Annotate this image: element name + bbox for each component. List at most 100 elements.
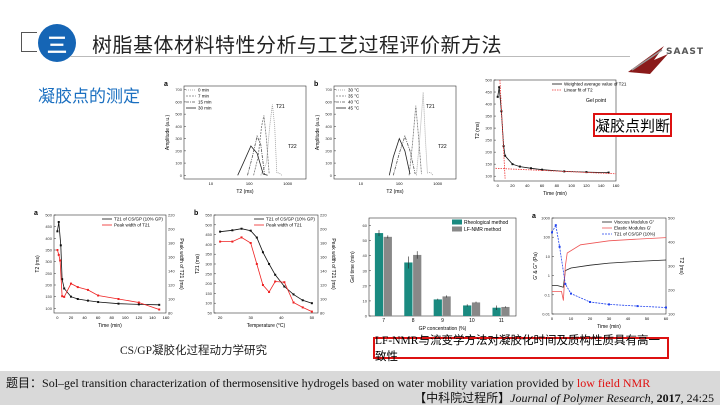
y-axis-label: T2 (ms): [35, 255, 41, 273]
y2-tick-label: 80: [320, 311, 325, 316]
x-tick-label: 60: [540, 183, 545, 188]
y2-tick-label: 500: [668, 216, 675, 221]
x-tick-label: 7: [382, 318, 385, 324]
y2-axis-label: Peak width of T21 (ms): [178, 238, 184, 290]
legend-entry: Weighted average value of T21: [564, 82, 627, 87]
data-point: [310, 302, 313, 305]
annotation: Gel point: [586, 98, 607, 104]
y-tick-label: 450: [205, 232, 212, 237]
chart-t2-distribution-time: a 0 100 200 300 400 500 600 700 Amplitude (a.u.) T…: [164, 81, 307, 195]
y-tick-label: 400: [45, 236, 52, 241]
y-tick-label: 100: [45, 306, 52, 311]
data-point: [249, 229, 252, 232]
x-tick-label: 80: [109, 315, 114, 320]
x-tick-label: 160: [613, 183, 620, 188]
data-point: [219, 240, 222, 243]
x-tick-label: 9: [441, 318, 444, 324]
x-tick-label: 60: [96, 315, 101, 320]
data-point: [554, 224, 557, 227]
series-line: [220, 228, 313, 304]
y-axis-label: T21 (ms): [195, 254, 201, 274]
data-point: [511, 163, 514, 166]
y-tick-label: 150: [205, 291, 212, 296]
x-axis-label: Temperature (°C): [247, 323, 286, 329]
data-point: [69, 282, 72, 285]
y-tick-label: 400: [175, 124, 182, 129]
x-tick-label: 0: [497, 183, 500, 188]
data-point: [607, 171, 610, 174]
series-line: [57, 221, 160, 306]
x-tick-label: 11: [499, 318, 504, 324]
publication-year: 2017: [656, 391, 681, 405]
x-tick-label: 80: [555, 183, 560, 188]
data-point: [504, 154, 507, 157]
y-tick-label: 700: [325, 87, 332, 92]
y2-tick-label: 100: [320, 297, 327, 302]
data-point: [665, 306, 667, 309]
data-point: [551, 231, 553, 234]
y-tick-label: 100: [175, 161, 182, 166]
y-tick-label: 100: [205, 301, 212, 306]
legend-entry: T21 of CS/GP (10% GP): [114, 217, 163, 222]
y2-tick-label: 300: [668, 264, 675, 269]
legend-entry: 30 min: [198, 106, 212, 111]
y-tick-label: 450: [485, 90, 492, 95]
legend-entry: 15 min: [198, 100, 212, 105]
y2-tick-label: 200: [168, 227, 175, 232]
y-tick-label: 150: [485, 162, 492, 167]
y2-tick-label: 100: [668, 312, 675, 317]
legend-entry: 0 min: [198, 88, 210, 93]
data-point: [518, 165, 521, 168]
legend-entry: 35 °C: [348, 94, 360, 99]
y-tick-label: 10: [546, 254, 551, 259]
bar: [433, 299, 442, 316]
y-tick-label: 550: [205, 213, 212, 218]
x-tick-label: 10: [569, 316, 574, 321]
y2-tick-label: 200: [668, 288, 675, 293]
data-point: [240, 236, 243, 239]
y2-tick-label: 160: [320, 255, 327, 260]
section-title: 凝胶点的测定: [38, 87, 140, 107]
data-point: [283, 285, 286, 288]
y2-tick-label: 220: [320, 213, 327, 218]
x-tick-label: 1000: [283, 181, 293, 186]
x-tick-label: 160: [163, 315, 170, 320]
bar: [374, 233, 384, 316]
legend-entry: T21 of CS/GP (10% GP): [266, 217, 315, 222]
y-axis-label: G' & G'' (Pa): [533, 252, 539, 280]
x-tick-label: 20: [218, 315, 223, 320]
x-tick-label: 30: [607, 316, 612, 321]
y-tick-label: 250: [485, 138, 492, 143]
footer-citation: 题目：Sol–gel transition characterization o…: [0, 371, 720, 405]
y2-tick-label: 400: [668, 240, 675, 245]
panel-label: a: [34, 210, 38, 217]
y-tick-label: 10: [363, 298, 368, 303]
y2-tick-label: 180: [168, 241, 175, 246]
legend-entry: Viscous Modulus G": [614, 220, 655, 225]
data-point: [158, 303, 161, 306]
x-tick-label: 50: [310, 315, 315, 320]
x-tick-label: 100: [396, 181, 403, 186]
x-tick-label: 140: [149, 315, 156, 320]
chart-gel-time-bars: 0 10 20 30 40 50 60 Gel time (min) GP concentrat…: [350, 217, 517, 332]
legend-entry: 45 °C: [348, 106, 360, 111]
data-point: [636, 305, 639, 308]
legend-entry: Rheological method: [464, 220, 508, 226]
x-axis-label: T2 (ms): [386, 189, 404, 195]
y-tick-label: 1: [548, 273, 551, 278]
y2-tick-label: 120: [320, 283, 327, 288]
y-tick-label: 400: [325, 124, 332, 129]
data-point: [97, 294, 100, 297]
journal-name: Journal of Polymer Research: [510, 391, 651, 405]
data-point: [301, 299, 304, 302]
bar: [404, 262, 413, 316]
data-point: [570, 292, 572, 295]
data-point: [310, 310, 313, 313]
x-tick-label: 40: [626, 316, 631, 321]
y-tick-label: 300: [485, 126, 492, 131]
y-tick-label: 600: [325, 99, 332, 104]
footer-prefix: 题目：: [6, 376, 43, 390]
data-point: [589, 301, 591, 303]
data-point: [240, 227, 243, 230]
x-tick-label: 120: [583, 183, 590, 188]
